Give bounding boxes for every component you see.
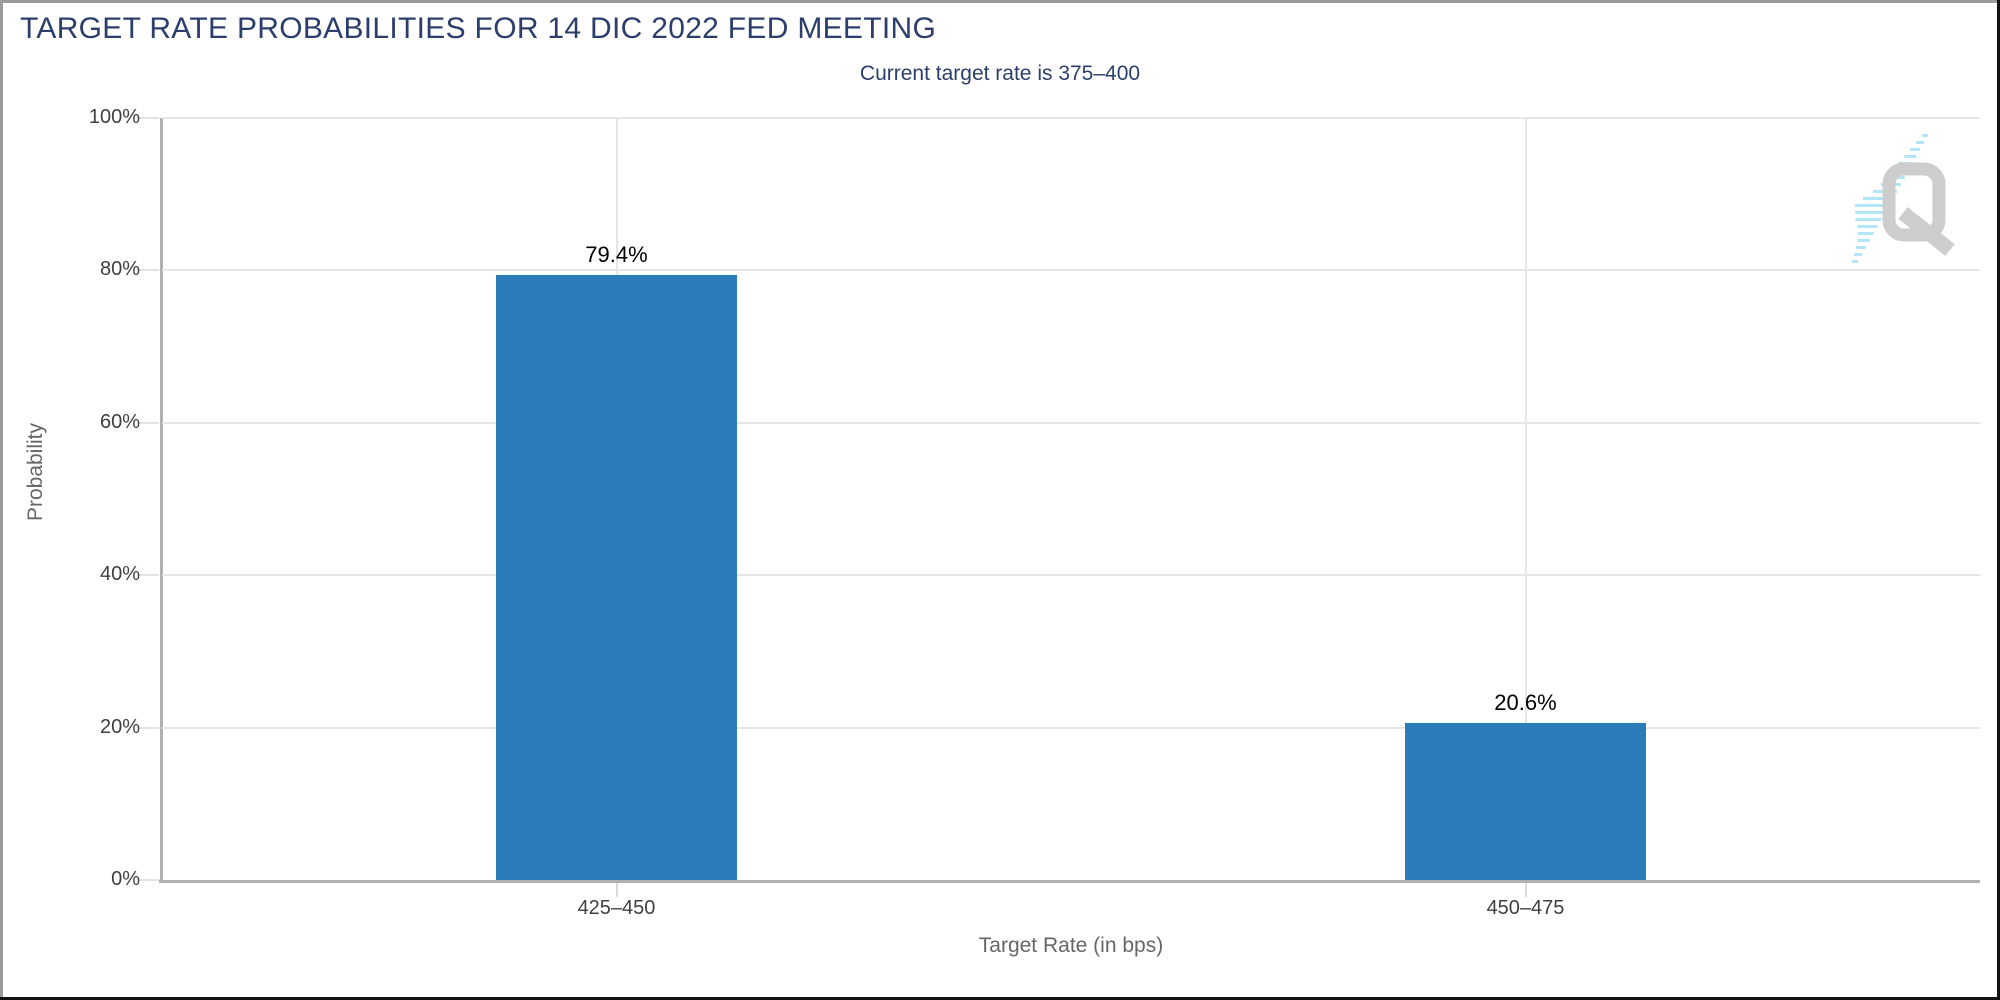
x-axis-line (159, 880, 1980, 883)
x-tick-label: 425–450 (577, 897, 656, 919)
x-axis-title: Target Rate (in bps) (978, 934, 1164, 957)
x-tick-mark (615, 883, 618, 897)
y-tick-mark (137, 574, 159, 577)
h-gridline-60% (162, 421, 1980, 424)
y-axis-title: Probability (24, 422, 47, 522)
y-tick-label: 20% (99, 715, 140, 738)
chart-title: TARGET RATE PROBABILITIES FOR 14 DIC 202… (20, 12, 937, 45)
h-gridline-40% (162, 574, 1980, 577)
h-gridline-20% (162, 726, 1980, 729)
y-tick-mark (137, 726, 159, 729)
y-tick-mark (137, 269, 159, 272)
y-tick-label: 40% (99, 563, 140, 586)
y-axis-line (160, 118, 163, 880)
v-gridline-450–475 (1524, 118, 1527, 880)
y-tick-label: 100% (88, 106, 140, 128)
q-logo-watermark (1852, 134, 1955, 263)
x-tick-label: 450–475 (1486, 897, 1565, 919)
h-gridline-100% (162, 117, 1980, 119)
y-tick-mark (137, 117, 159, 119)
bar-425–450[interactable] (496, 274, 737, 880)
bar-450–475[interactable] (1405, 723, 1646, 880)
y-tick-mark (137, 879, 159, 881)
bar-value-label: 20.6% (1494, 690, 1557, 716)
y-tick-label: 80% (99, 258, 140, 281)
chart-subtitle: Current target rate is 375–400 (859, 62, 1141, 85)
q-logo-letter (1882, 162, 1955, 256)
h-gridline-80% (162, 269, 1980, 272)
bar-value-label: 79.4% (585, 241, 648, 267)
y-tick-label: 0% (111, 868, 140, 890)
y-tick-label: 60% (99, 410, 140, 433)
x-tick-mark (1524, 883, 1527, 897)
plot-area: 79.4% 20.6% (137, 117, 1980, 897)
y-tick-mark (137, 421, 159, 424)
